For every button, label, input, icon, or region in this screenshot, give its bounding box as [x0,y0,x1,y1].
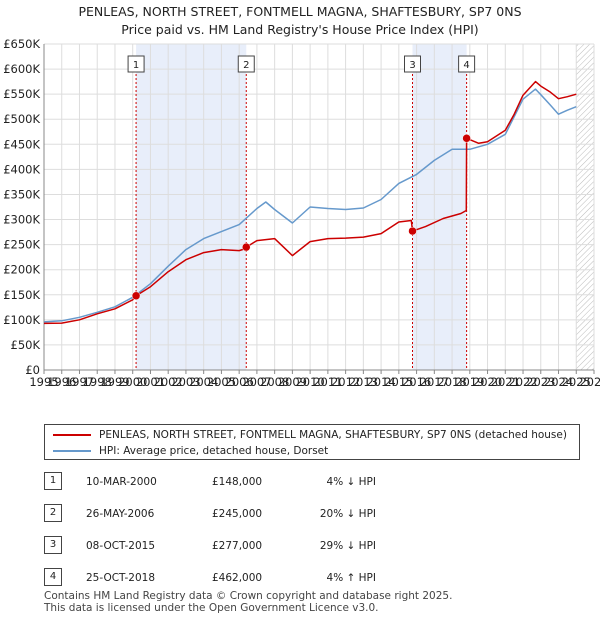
x-tick-label: 2014 [366,375,395,389]
footer-copyright: Contains HM Land Registry data © Crown c… [44,590,453,602]
sale-number-box [404,55,421,73]
legend-property-label: PENLEAS, NORTH STREET, FONTMELL MAGNA, S… [99,429,567,441]
x-tick-label: 2022 [508,375,537,389]
sale-price: £148,000 [212,476,263,488]
x-tick-label: 2005 [207,375,236,389]
x-tick-label: 2017 [420,375,449,389]
x-tick-label: 2018 [437,375,466,389]
sale-number-badge: 3 [44,536,62,554]
x-tick-label: 2006 [225,375,254,389]
x-tick-label: 2003 [171,375,200,389]
property-price-line [43,80,577,325]
sale-number-box [127,55,145,73]
x-tick-label: 2026 [579,375,600,389]
y-tick-label: £50K [11,338,41,352]
x-tick-label: 2024 [544,375,573,389]
y-tick-label: £450K [3,137,40,151]
y-tick-label: £200K [3,263,40,277]
x-tick-label: 2013 [349,375,378,389]
x-tick-label: 1998 [83,375,112,389]
sale-hpi-change: 4% ↓ HPI [326,476,376,488]
chart-title: PENLEAS, NORTH STREET, FONTMELL MAGNA, S… [0,3,600,39]
sale-hpi-change: 4% ↑ HPI [326,572,376,584]
x-tick-label: 2002 [154,375,183,389]
sale-row: 2 26-MAY-2006 £245,000 20% ↓ HPI [44,504,584,522]
sale-number-box [237,55,255,73]
footer: Contains HM Land Registry data © Crown c… [44,590,452,614]
y-tick-label: £550K [3,87,40,101]
sale-number-label: 2 [243,60,249,71]
sale-hpi-change: 20% ↓ HPI [319,508,376,520]
x-tick-label: 2016 [402,375,431,389]
title-line-1: PENLEAS, NORTH STREET, FONTMELL MAGNA, S… [78,4,522,19]
y-tick-label: £150K [3,288,40,302]
x-tick-label: 1996 [47,375,76,389]
y-tick-label: £350K [3,187,40,201]
sale-date: 10-MAR-2000 [86,476,157,488]
sale-number-label: 3 [409,60,415,71]
x-tick-label: 2023 [526,375,555,389]
sale-point [131,291,141,301]
x-tick-label: 2012 [331,375,360,389]
sale-date: 08-OCT-2015 [86,540,155,552]
sale-number-badge: 1 [44,472,62,490]
y-tick-label: £100K [3,313,40,327]
sale-point [462,134,471,143]
sale-date: 26-MAY-2006 [86,508,155,520]
x-tick-label: 2007 [242,375,271,389]
y-tick-label: £500K [3,112,40,126]
legend: PENLEAS, NORTH STREET, FONTMELL MAGNA, S… [44,424,580,460]
sale-date: 25-OCT-2018 [86,572,155,584]
sale-row: 3 08-OCT-2015 £277,000 29% ↓ HPI [44,536,584,554]
property-line-swatch [53,434,91,436]
sale-number-label: 1 [133,60,139,71]
sale-price: £277,000 [212,540,263,552]
x-tick-label: 2000 [118,375,147,389]
x-tick-label: 2008 [260,375,289,389]
x-tick-label: 2021 [491,375,520,389]
footer-licence: This data is licensed under the Open Gov… [44,602,379,614]
hpi-line [43,88,577,323]
y-tick-label: £250K [3,238,40,252]
sale-number-box [458,55,476,73]
sale-price: £462,000 [212,572,263,584]
price-chart: £0 £50K £100K £150K £200K £250K £300K £350K £400… [3,37,600,389]
x-tick-label: 2010 [295,375,324,389]
x-tick-label: 2019 [455,375,484,389]
sale-price: £245,000 [212,508,263,520]
sale-row: 4 25-OCT-2018 £462,000 4% ↑ HPI [44,568,584,586]
legend-item-property: PENLEAS, NORTH STREET, FONTMELL MAGNA, S… [53,427,567,443]
shaded-period [136,44,247,370]
sale-number-label: 4 [463,60,469,71]
legend-hpi-label: HPI: Average price, detached house, Dors… [99,445,329,457]
x-tick-label: 2001 [136,375,165,389]
sale-hpi-change: 29% ↓ HPI [319,540,376,552]
sale-number-badge: 4 [44,568,62,586]
y-tick-label: £600K [3,62,40,76]
y-tick-label: £0 [25,363,40,377]
x-tick-label: 2025 [562,375,591,389]
sale-row: 1 10-MAR-2000 £148,000 4% ↓ HPI [44,472,584,490]
forecast-hatch-region [576,44,594,370]
title-line-2: Price paid vs. HM Land Registry's House … [121,22,479,37]
x-tick-label: 1999 [100,375,129,389]
sale-point [242,242,251,252]
y-tick-label: £650K [3,37,40,51]
hpi-line-swatch [53,450,91,452]
y-tick-label: £400K [3,162,40,176]
x-tick-label: 2009 [278,375,307,389]
shaded-period [412,44,467,370]
y-tick-label: £300K [3,213,40,227]
x-tick-label: 1995 [29,375,58,389]
legend-item-hpi: HPI: Average price, detached house, Dors… [53,443,328,459]
sale-number-badge: 2 [44,504,62,522]
sale-point [408,226,417,236]
x-tick-label: 1997 [65,375,94,389]
x-tick-label: 2015 [384,375,413,389]
x-tick-label: 2004 [189,375,218,389]
x-tick-label: 2011 [313,375,342,389]
x-tick-label: 2020 [473,375,502,389]
